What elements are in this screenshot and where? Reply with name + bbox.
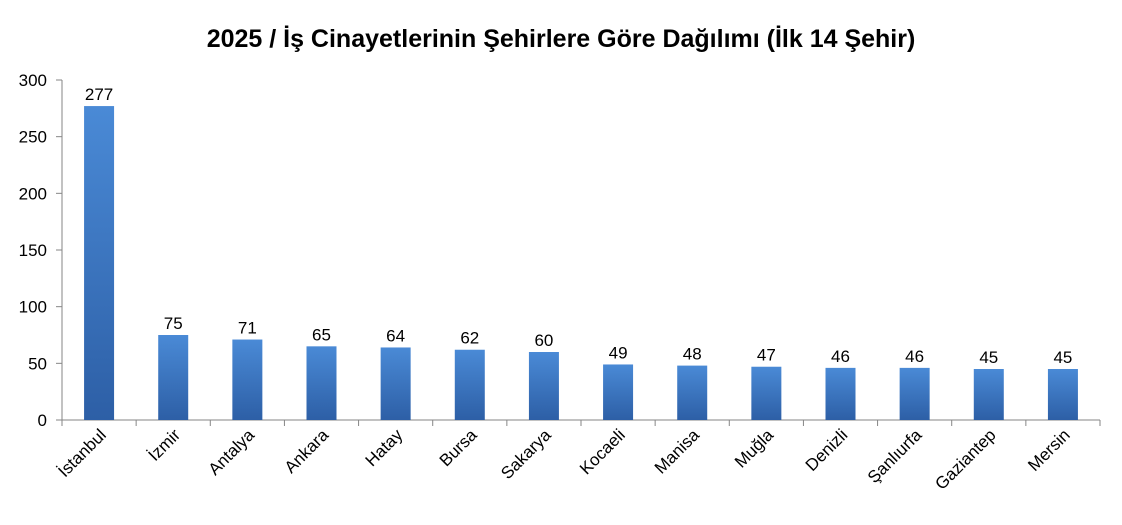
x-tick-label: Ankara	[281, 425, 333, 477]
bar	[528, 352, 559, 420]
bar	[677, 365, 708, 420]
x-tick-label: Gaziantep	[931, 425, 999, 493]
bar	[306, 346, 337, 420]
x-tick-label: Hatay	[362, 425, 407, 470]
x-tick-label: Manisa	[651, 425, 704, 478]
x-tick-label: Denizli	[802, 425, 852, 475]
data-label: 277	[85, 85, 113, 104]
bar	[454, 349, 485, 420]
data-label: 48	[683, 345, 702, 364]
y-tick-label: 150	[19, 241, 47, 260]
x-tick-label: Sakarya	[497, 425, 555, 483]
data-label: 46	[831, 347, 850, 366]
x-tick-label: İzmir	[145, 425, 185, 465]
y-tick-label: 200	[19, 184, 47, 203]
data-label: 64	[386, 326, 405, 345]
bar	[973, 369, 1004, 420]
x-tick-label: Mersin	[1024, 425, 1074, 475]
bar	[1047, 369, 1078, 420]
data-label: 60	[534, 331, 553, 350]
y-tick-label: 100	[19, 298, 47, 317]
y-tick-label: 250	[19, 128, 47, 147]
data-label: 65	[312, 325, 331, 344]
x-tick-label: Muğla	[731, 425, 778, 472]
data-label: 75	[164, 314, 183, 333]
x-tick-label: Şanlıurfa	[864, 425, 926, 487]
x-tick-label: Bursa	[436, 425, 481, 470]
bar	[751, 366, 782, 420]
y-tick-label: 300	[19, 71, 47, 90]
bar	[899, 367, 930, 420]
data-label: 62	[460, 329, 479, 348]
bar	[158, 335, 189, 420]
data-label: 45	[1053, 348, 1072, 367]
bar	[84, 106, 115, 421]
x-tick-labels: İstanbul İzmir Antalya Ankara Hatay Bursa Saka…	[54, 425, 1073, 494]
bars	[84, 106, 1078, 421]
x-tick-label: Antalya	[205, 425, 259, 479]
x-tick-label: İstanbul	[54, 425, 110, 481]
data-label: 71	[238, 319, 257, 338]
y-tick-label: 0	[38, 411, 47, 430]
y-tick-label: 50	[28, 354, 47, 373]
bar	[603, 364, 634, 420]
bar	[232, 339, 263, 420]
data-label: 49	[609, 343, 628, 362]
chart-title: 2025 / İş Cinayetlerinin Şehirlere Göre …	[207, 25, 916, 53]
x-tick-label: Kocaeli	[576, 425, 629, 478]
data-label: 45	[979, 348, 998, 367]
data-label: 46	[905, 347, 924, 366]
bar	[380, 347, 411, 420]
bar	[825, 367, 856, 420]
data-label: 47	[757, 346, 776, 365]
data-labels: 277 75 71 65 64 62 60 49 48 47 46 46 45 45	[85, 85, 1073, 367]
